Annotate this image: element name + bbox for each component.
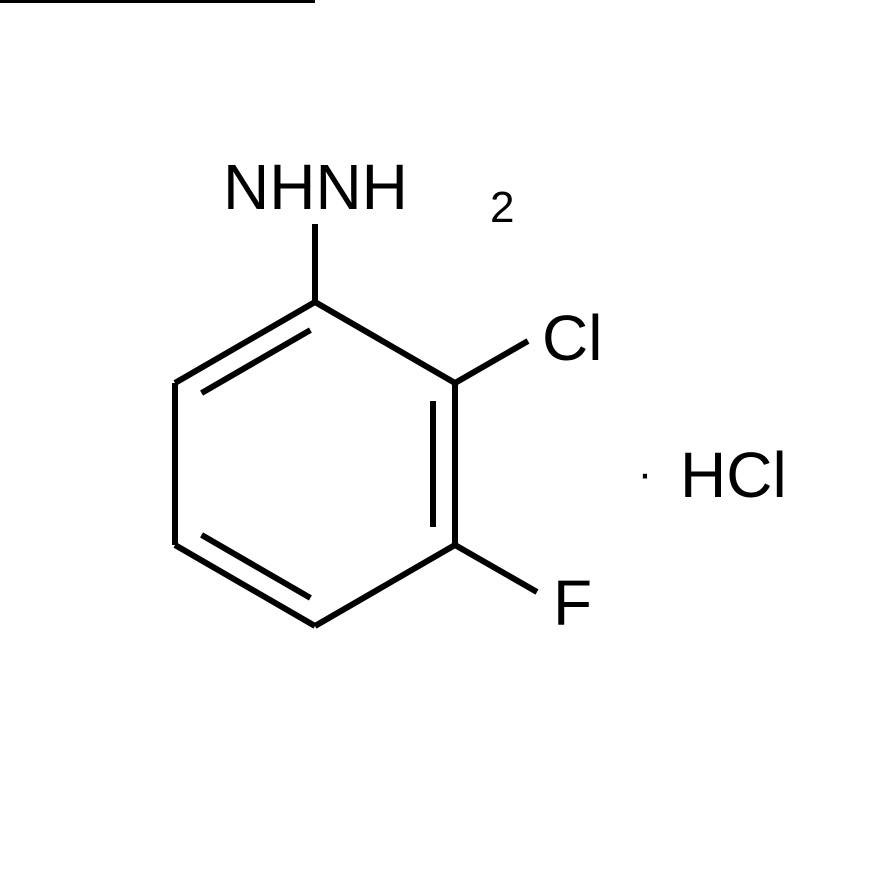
chemical-structure-svg: NHNH 2 Cl F · HCl <box>0 0 890 890</box>
label-cl: Cl <box>542 302 602 374</box>
ring-bond-c1-c2 <box>315 302 455 383</box>
ring-bond-c3-c4 <box>315 545 455 626</box>
label-f: F <box>553 567 592 639</box>
bond-c2-cl <box>455 341 528 383</box>
bond-c3-f <box>455 545 537 592</box>
label-salt-dot: · <box>638 449 653 498</box>
label-nh2-subscript: 2 <box>490 183 514 232</box>
label-hcl: HCl <box>680 439 787 511</box>
label-nhnh: NHNH <box>223 151 408 223</box>
labels-group: NHNH 2 Cl F · HCl <box>223 151 787 639</box>
bonds-group <box>175 224 537 626</box>
